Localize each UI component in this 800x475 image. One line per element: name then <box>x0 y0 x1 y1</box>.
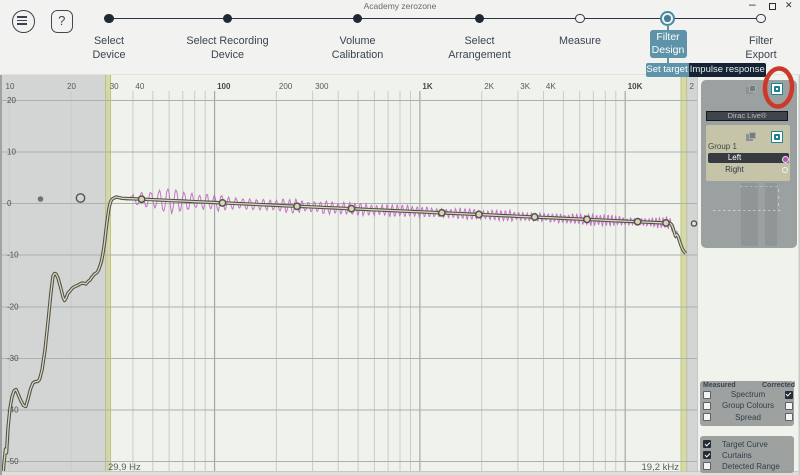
svg-text:-30: -30 <box>7 354 19 363</box>
svg-text:20: 20 <box>7 96 16 105</box>
svg-text:0: 0 <box>7 199 12 208</box>
svg-text:40: 40 <box>135 82 144 91</box>
svg-text:200: 200 <box>279 82 293 91</box>
svg-text:30: 30 <box>110 82 119 91</box>
svg-text:-50: -50 <box>7 457 19 466</box>
svg-text:4K: 4K <box>546 82 556 91</box>
svg-text:19,2 kHz: 19,2 kHz <box>642 462 680 473</box>
svg-text:2: 2 <box>690 82 695 91</box>
svg-text:3K: 3K <box>520 82 530 91</box>
svg-text:10: 10 <box>7 148 16 157</box>
svg-text:-20: -20 <box>7 303 19 312</box>
svg-text:-40: -40 <box>7 406 19 415</box>
svg-text:20: 20 <box>67 82 76 91</box>
svg-text:300: 300 <box>315 82 329 91</box>
svg-text:2K: 2K <box>484 82 494 91</box>
svg-text:10K: 10K <box>628 82 643 91</box>
svg-text:100: 100 <box>217 82 231 91</box>
svg-text:10: 10 <box>6 82 15 91</box>
svg-text:29,9 Hz: 29,9 Hz <box>108 462 141 473</box>
svg-text:1K: 1K <box>422 82 432 91</box>
svg-text:-10: -10 <box>7 251 19 260</box>
